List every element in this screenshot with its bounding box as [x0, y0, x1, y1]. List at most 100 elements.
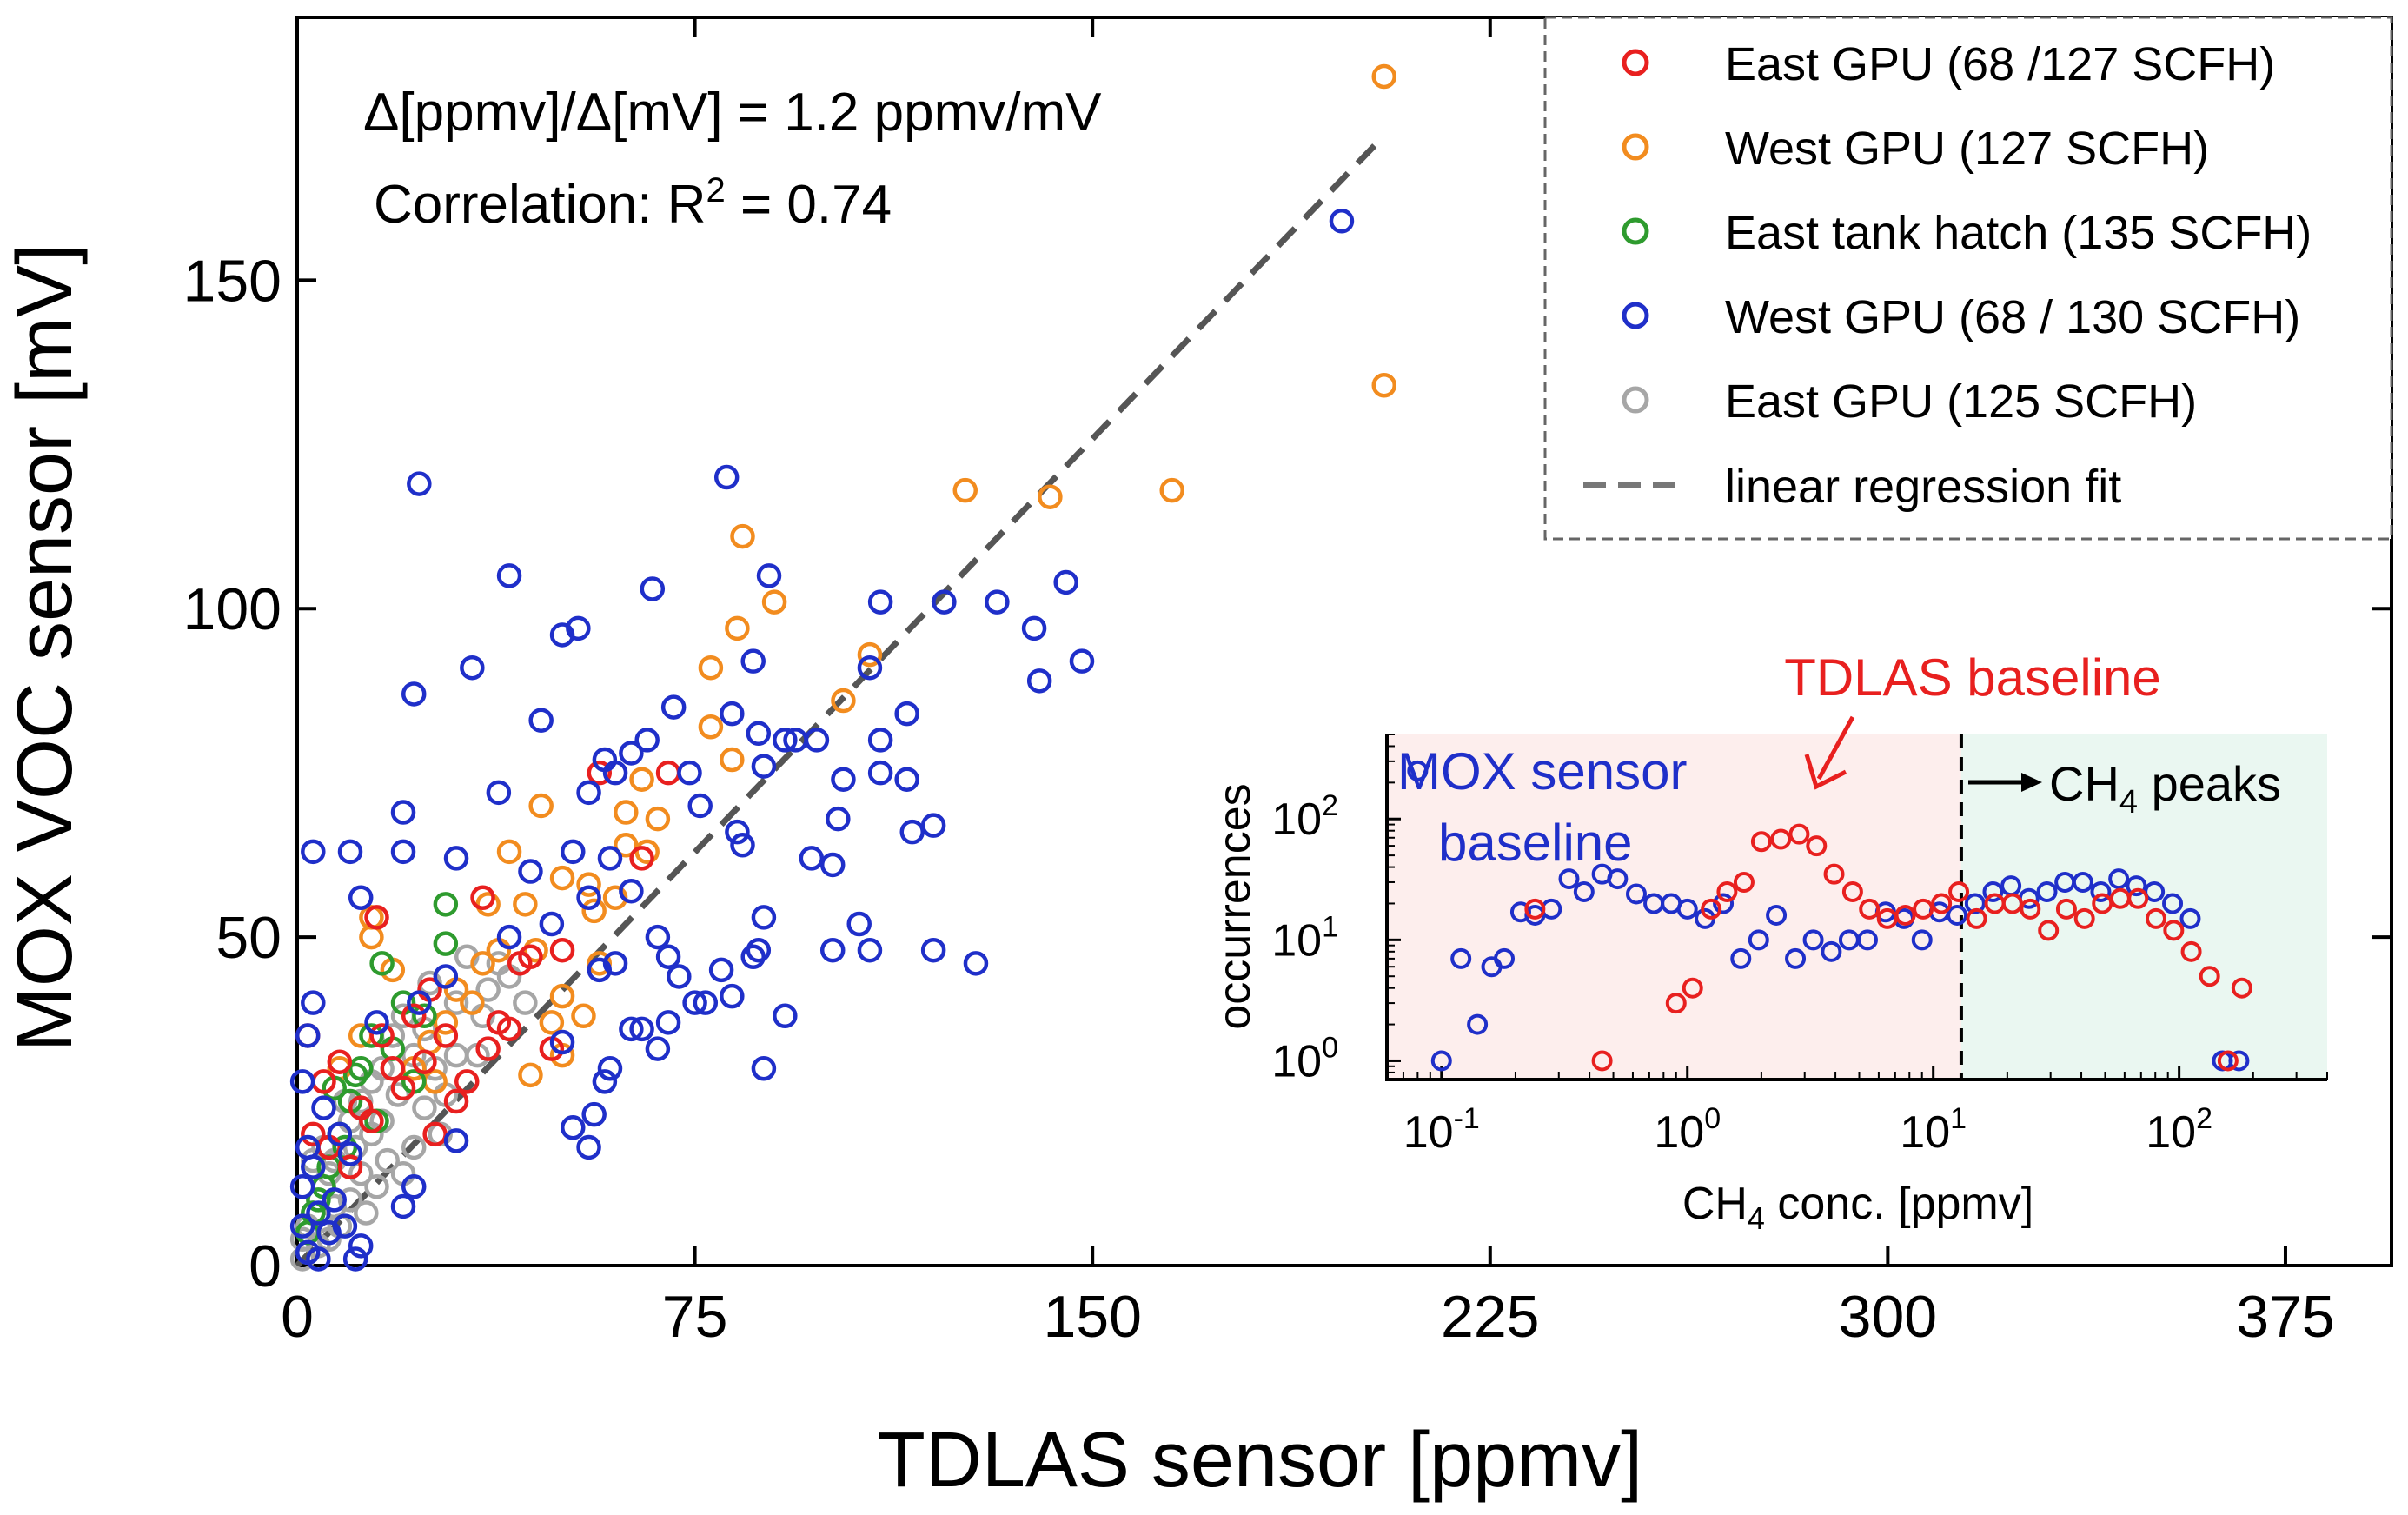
data-point	[332, 1213, 358, 1239]
data-point	[412, 1003, 437, 1029]
data-point	[655, 944, 681, 970]
data-point	[720, 983, 745, 1009]
data-point	[289, 1174, 315, 1199]
inset-data-point	[1467, 1013, 1489, 1035]
data-point	[433, 1010, 459, 1035]
data-point	[475, 977, 501, 1002]
data-point	[412, 1095, 437, 1120]
data-point	[364, 905, 389, 930]
data-point	[359, 1023, 384, 1048]
inset-data-point	[1509, 901, 1531, 923]
data-point	[667, 964, 692, 989]
data-point	[454, 1069, 480, 1094]
data-point	[443, 1128, 469, 1153]
data-point	[561, 1115, 586, 1140]
inset-data-point	[1573, 880, 1595, 902]
inset-data-point	[1964, 893, 1986, 914]
data-point	[720, 701, 745, 727]
data-point	[730, 523, 755, 549]
data-point	[867, 728, 893, 753]
data-point	[655, 1010, 681, 1035]
inset-y-axis-title: occurrences	[1210, 783, 1260, 1029]
inset-data-point	[1450, 947, 1472, 969]
x-tick-label: 300	[1839, 1284, 1937, 1350]
data-point	[581, 1101, 607, 1127]
inset-x-tick-label: 101	[1900, 1102, 1967, 1158]
inset-data-point	[1823, 863, 1845, 885]
data-point	[894, 767, 919, 792]
data-point	[756, 563, 782, 588]
data-point	[629, 846, 654, 871]
data-point	[390, 839, 416, 865]
data-point	[539, 1010, 565, 1035]
data-point	[629, 1016, 654, 1042]
inset-data-point	[2163, 920, 2185, 941]
legend-marker	[1622, 133, 1649, 161]
data-point	[327, 1049, 353, 1074]
data-point	[295, 1134, 321, 1160]
legend: East GPU (68 /127 SCFH) West GPU (127 SCF…	[1543, 16, 2393, 541]
data-point	[602, 760, 628, 786]
data-point	[486, 780, 512, 806]
data-point	[460, 990, 485, 1015]
data-point	[528, 708, 554, 733]
inset-data-point	[1948, 880, 1970, 902]
inset-data-point	[2036, 880, 2058, 902]
data-point	[677, 760, 702, 786]
data-point	[518, 944, 543, 970]
inset-data-point	[2001, 893, 2023, 914]
slope-annotation: Δ[ppmv]/Δ[mV] = 1.2 ppmv/mV	[363, 83, 1102, 143]
data-point	[920, 813, 946, 838]
data-point	[592, 1069, 618, 1094]
data-point	[327, 1121, 353, 1147]
inset-data-point	[1788, 823, 1810, 845]
data-point	[1026, 668, 1052, 694]
data-point	[894, 701, 919, 727]
data-point	[614, 833, 639, 858]
inset-y-tick-label: 100	[1271, 1031, 1338, 1086]
data-point	[761, 589, 787, 615]
inset-data-point	[1407, 760, 1429, 781]
inset-data-point	[1931, 893, 1953, 914]
data-point	[385, 1082, 411, 1107]
data-point	[443, 990, 469, 1015]
inset-data-point	[1748, 929, 1769, 951]
inset-data-point	[1701, 898, 1722, 920]
data-point	[513, 990, 538, 1015]
regression-fit-line	[295, 133, 1387, 1268]
legend-label: East GPU (125 SCFH)	[1725, 375, 2197, 428]
inset-scatter-points	[1407, 760, 2252, 1072]
data-point	[390, 800, 416, 825]
data-point	[561, 839, 586, 865]
data-point	[337, 1154, 363, 1179]
data-point	[597, 1056, 623, 1081]
data-point	[660, 694, 687, 720]
inset-data-point	[2180, 940, 2202, 962]
data-point	[857, 655, 883, 681]
data-point	[1159, 477, 1184, 503]
inset-y-tick-label: 102	[1271, 789, 1338, 845]
inset-data-point	[1625, 883, 1647, 905]
data-point	[306, 1246, 331, 1272]
data-point	[799, 846, 825, 871]
data-point	[364, 1174, 389, 1199]
inset-data-point	[2020, 898, 2041, 920]
inset-data-point	[1821, 940, 1842, 962]
y-tick-label: 150	[183, 248, 282, 314]
data-point	[295, 1023, 321, 1048]
data-point	[831, 688, 856, 714]
correlation-suffix: = 0.74	[726, 175, 892, 235]
data-point	[963, 951, 989, 976]
inset-data-point	[1947, 904, 1968, 926]
inset-data-point	[2217, 1050, 2239, 1072]
data-point	[460, 655, 485, 681]
data-point	[952, 477, 978, 503]
data-point	[289, 1069, 315, 1094]
inset-data-point	[1770, 828, 1792, 850]
ch4-peaks-label: CH4 peaks	[2049, 756, 2281, 821]
data-point	[819, 852, 846, 878]
data-point	[751, 754, 777, 779]
data-point	[645, 1036, 671, 1061]
data-point	[634, 728, 660, 753]
